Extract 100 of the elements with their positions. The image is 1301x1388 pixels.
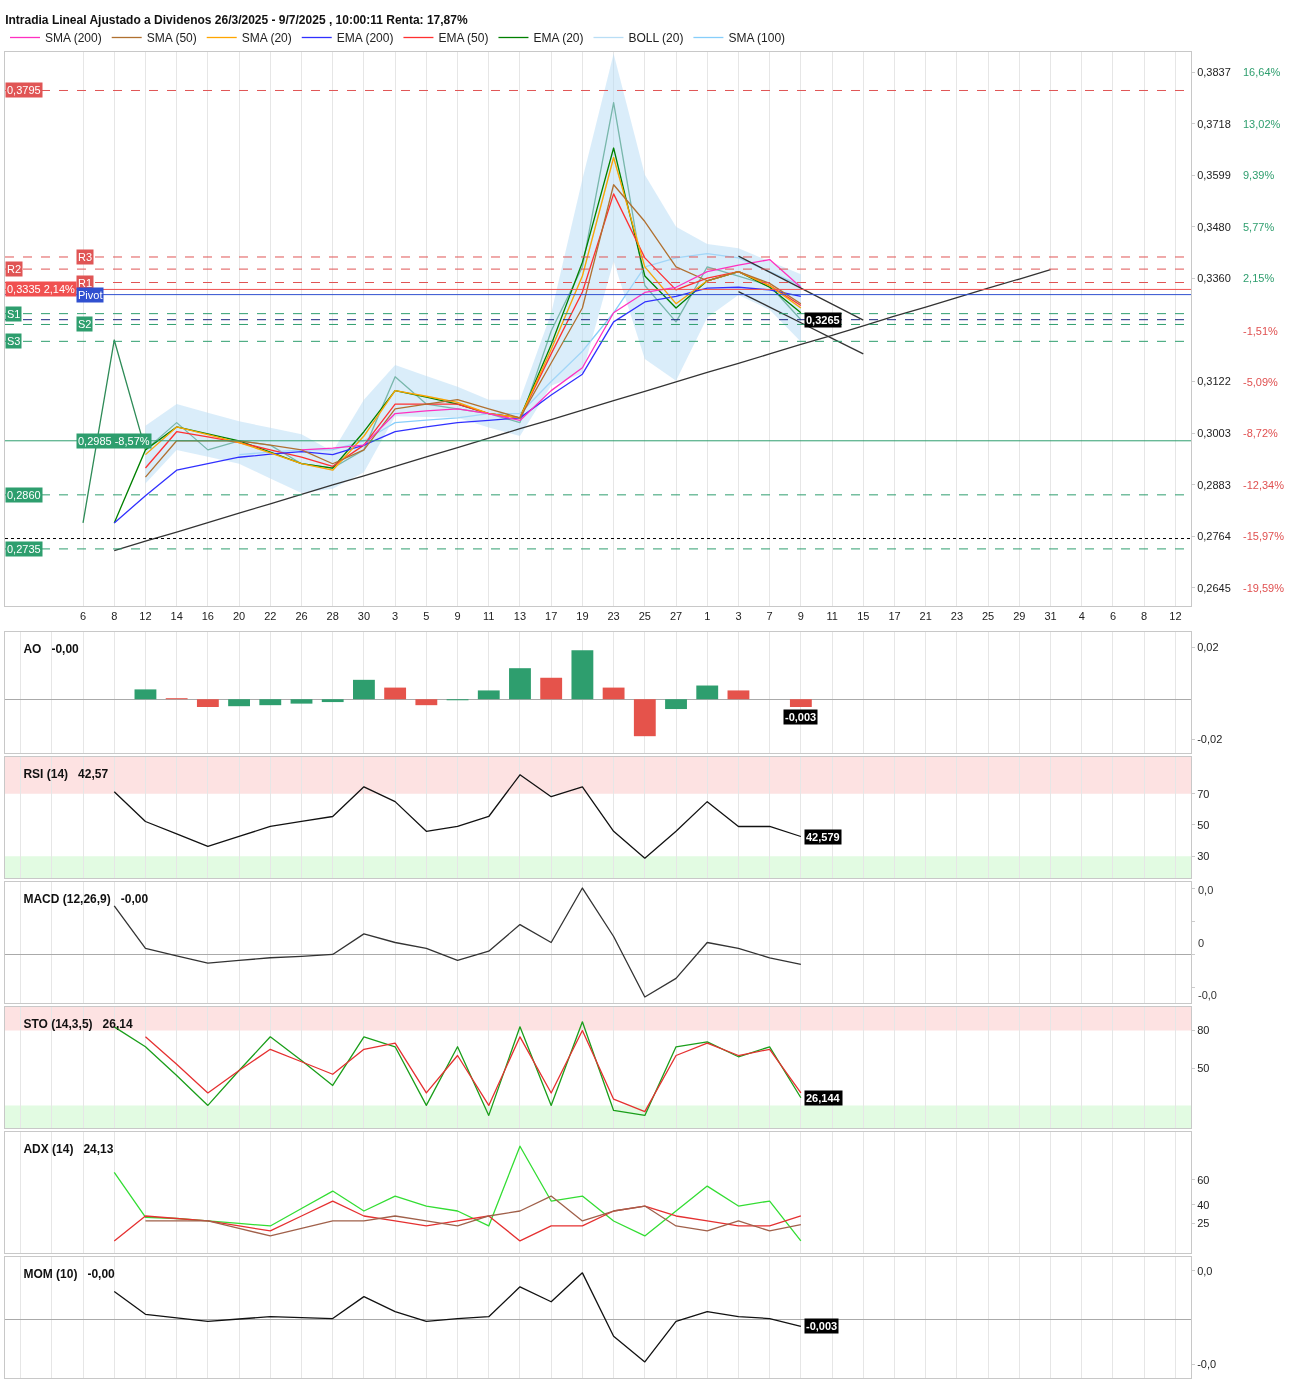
y-tick-label: 0,3599 — [1197, 169, 1231, 182]
x-tick-label: 12 — [1169, 610, 1182, 623]
data-label: -0,003 — [806, 1320, 838, 1332]
x-tick-label: 23 — [607, 610, 620, 623]
data-label: 0,3265 — [806, 314, 840, 326]
ref-line-label: S3 — [7, 335, 21, 347]
chart-title: MACD (12,26,9) -0,00 — [23, 892, 149, 907]
ref-line-label: 0,2735 — [7, 543, 41, 555]
ref-line-label: S2 — [78, 318, 92, 330]
ref-line-label: 0,2860 — [7, 489, 41, 501]
x-tick-label: 17 — [888, 610, 901, 623]
x-tick-label: 6 — [79, 610, 87, 623]
y2-tick-label: -5,09% — [1243, 376, 1279, 388]
y-tick-label: 0,3837 — [1197, 66, 1231, 79]
y-tick-label: 30 — [1197, 849, 1210, 862]
legend-label: BOLL (20) — [628, 31, 684, 46]
x-tick-label: 9 — [454, 610, 461, 623]
y2-tick-label: -1,51% — [1243, 325, 1279, 337]
ref-line-label: Pivot — [78, 289, 103, 301]
text: ADX (14) 24,13 — [23, 1142, 114, 1157]
y2-tick-label: 2,15% — [1243, 272, 1275, 284]
y2-tick-label: -12,34% — [1243, 479, 1285, 491]
legend-label: EMA (20) — [533, 31, 584, 46]
x-tick-label: 12 — [139, 610, 152, 623]
y-tick-label: 0,0 — [1197, 1264, 1213, 1277]
text: MOM (10) -0,00 — [23, 1267, 116, 1282]
x-tick-label: 25 — [638, 610, 651, 623]
y2-tick-label: -8,72% — [1243, 427, 1279, 439]
ref-line-label: R1 — [78, 277, 93, 289]
legend-label: SMA (200) — [45, 31, 102, 46]
x-tick-label: 4 — [1078, 610, 1085, 623]
x-tick-label: 19 — [576, 610, 589, 623]
data-label: -0,003 — [785, 711, 817, 723]
x-tick-label: 8 — [1141, 610, 1148, 623]
y-tick-label: 80 — [1197, 1024, 1210, 1037]
x-tick-label: 16 — [201, 610, 214, 623]
ref-line-label: 0,3795 — [7, 84, 41, 96]
x-tick-label: 6 — [1109, 610, 1117, 623]
x-tick-label: 9 — [797, 610, 804, 623]
legend-label: SMA (20) — [241, 31, 292, 46]
x-tick-label: 11 — [483, 610, 495, 623]
x-tick-label: 28 — [326, 610, 339, 623]
x-tick-label: 25 — [982, 610, 995, 623]
legend-label: SMA (50) — [146, 31, 197, 46]
x-tick-label: 27 — [669, 610, 683, 623]
x-tick-label: 15 — [857, 610, 870, 623]
x-tick-label: 8 — [111, 610, 118, 623]
ref-line-label: S1 — [7, 308, 21, 320]
y2-tick-label: -19,59% — [1243, 582, 1285, 594]
y-tick-label: 0,2764 — [1197, 530, 1231, 543]
data-label: 42,579 — [806, 831, 840, 843]
y-tick-label: 60 — [1197, 1173, 1210, 1186]
x-tick-label: 17 — [545, 610, 558, 623]
x-tick-label: 20 — [232, 610, 246, 623]
x-tick-label: 14 — [170, 610, 183, 623]
y2-tick-label: -15,97% — [1243, 530, 1285, 542]
text: 0 — [1198, 937, 1205, 949]
legend-label: SMA (100) — [728, 31, 786, 46]
x-tick-label: 21 — [919, 610, 932, 623]
y-tick-label: 0,3360 — [1197, 272, 1231, 285]
y-tick-label: 0,3122 — [1197, 375, 1231, 388]
y-tick-label: 0,2883 — [1197, 478, 1231, 491]
y-tick-label: 0,3003 — [1197, 426, 1231, 439]
ref-line-label: 0,2985 -8,57% — [78, 435, 150, 447]
x-tick-label: 22 — [264, 610, 277, 623]
x-tick-label: 29 — [1013, 610, 1026, 623]
x-tick-label: 7 — [766, 610, 773, 623]
x-tick-label: 26 — [295, 610, 308, 623]
y-tick-label: -0,0 — [1197, 1357, 1217, 1370]
chart-title: Intradia Lineal Ajustado a Dividenos 26/3/2025 - 9/7/2025 , 10:00:11 Renta: 17,87% — [5, 13, 468, 28]
ref-line-label: R3 — [78, 251, 93, 263]
y-tick-label: 70 — [1197, 787, 1210, 800]
y-tick-label: 0,3718 — [1197, 117, 1231, 130]
y-tick-label: 0,02 — [1197, 641, 1219, 654]
legend-label: EMA (50) — [438, 31, 489, 46]
text: RSI (14) 42,57 — [23, 767, 109, 782]
ref-line-label: R2 — [7, 263, 22, 275]
y2-tick-label: 9,39% — [1243, 169, 1275, 181]
x-tick-label: 1 — [704, 610, 711, 623]
y2-tick-label: 13,02% — [1243, 118, 1281, 130]
y2-tick-label: 16,64% — [1243, 66, 1281, 78]
text: STO (14,3,5) 26,14 — [23, 1017, 133, 1032]
y-tick-label: -0,02 — [1197, 733, 1223, 746]
data-label: 26,144 — [806, 1092, 841, 1104]
x-tick-label: 3 — [392, 610, 399, 623]
x-tick-label: 5 — [423, 610, 430, 623]
y-tick-label: 40 — [1197, 1198, 1210, 1211]
legend-label: EMA (200) — [336, 31, 394, 46]
y-tick-label: 50 — [1197, 818, 1210, 831]
ref-line-label: 0,3335 2,14% — [7, 283, 76, 295]
y-tick-label: 0,3480 — [1197, 220, 1231, 233]
x-tick-label: 23 — [950, 610, 964, 623]
text: AO -0,00 — [23, 642, 80, 657]
y2-tick-label: 5,77% — [1243, 221, 1275, 233]
y-tick-label: 50 — [1197, 1061, 1210, 1074]
x-tick-label: 3 — [735, 610, 742, 623]
x-tick-label: 30 — [357, 610, 371, 623]
x-tick-label: 13 — [513, 610, 527, 623]
x-tick-label: 31 — [1044, 610, 1057, 623]
y-tick-label: 25 — [1197, 1217, 1210, 1230]
